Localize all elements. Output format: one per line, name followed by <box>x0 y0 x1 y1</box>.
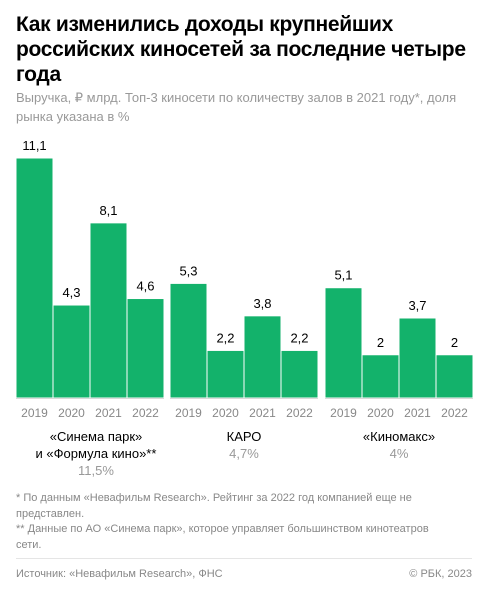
chart-subtitle: Выручка, ₽ млрд. Топ-3 киносети по колич… <box>16 90 457 124</box>
bar <box>15 157 54 399</box>
x-tick-label: 2020 <box>367 406 394 420</box>
bar-value-label: 3,8 <box>253 296 271 311</box>
x-tick-label: 2020 <box>58 406 85 420</box>
bar-value-label: 5,1 <box>334 268 352 283</box>
group-name-line1: «Киномакс» <box>362 429 436 444</box>
group-share-kinomax: 4% <box>389 446 409 461</box>
bar-value-label: 11,1 <box>22 138 46 153</box>
bar-value-label: 2,2 <box>216 330 234 345</box>
copyright: © РБК, 2023 <box>409 568 472 580</box>
x-tick-label: 2021 <box>95 406 122 420</box>
bar-value-label: 4,3 <box>62 285 80 300</box>
footnote-2: ** Данные по АО «Синема парк», которое у… <box>16 523 429 551</box>
footnote-1: * По данным «Невафильм Research». Рейтин… <box>16 492 412 520</box>
group-name-line2: и «Формула кино»** <box>35 446 157 461</box>
bar-value-label: 8,1 <box>99 203 117 218</box>
x-tick-label: 2019 <box>175 406 202 420</box>
x-tick-label: 2021 <box>404 406 431 420</box>
bar <box>243 315 282 399</box>
bar <box>89 222 128 399</box>
bar <box>52 304 91 399</box>
x-tick-label: 2022 <box>132 406 159 420</box>
bar <box>398 317 437 399</box>
group-label-kinomax: «Киномакс» <box>319 428 479 445</box>
group-share-sinema-park: 11,5% <box>78 463 114 478</box>
bar <box>361 354 400 399</box>
bar <box>206 349 245 399</box>
bar <box>435 354 474 399</box>
bar-value-label: 4,6 <box>136 279 154 294</box>
footer-divider <box>16 558 472 559</box>
bar-value-label: 2,2 <box>290 330 308 345</box>
group-share-karo: 4,7% <box>229 446 259 461</box>
x-tick-label: 2022 <box>441 406 468 420</box>
group-label-karo: КАРО <box>164 428 324 445</box>
bar-value-label: 5,3 <box>179 263 197 278</box>
bar <box>324 287 363 399</box>
group-label-sinema-park: «Синема парк» и «Формула кино»** <box>16 428 176 462</box>
x-tick-label: 2019 <box>330 406 357 420</box>
x-tick-label: 2021 <box>249 406 276 420</box>
x-tick-label: 2020 <box>212 406 239 420</box>
bar <box>126 298 165 399</box>
group-name-line1: «Синема парк» <box>49 429 143 444</box>
source-note: Источник: «Невафильм Research», ФНС <box>16 568 223 580</box>
bar-value-label: 2 <box>377 335 384 350</box>
page-title: Как изменились доходы крупнейших российс… <box>16 13 466 86</box>
bar-value-label: 2 <box>451 335 458 350</box>
bar <box>280 349 319 399</box>
group-name-line1: КАРО <box>226 429 262 444</box>
bar <box>169 282 208 399</box>
bar-value-label: 3,7 <box>408 298 426 313</box>
x-tick-label: 2022 <box>286 406 313 420</box>
x-tick-label: 2019 <box>21 406 48 420</box>
